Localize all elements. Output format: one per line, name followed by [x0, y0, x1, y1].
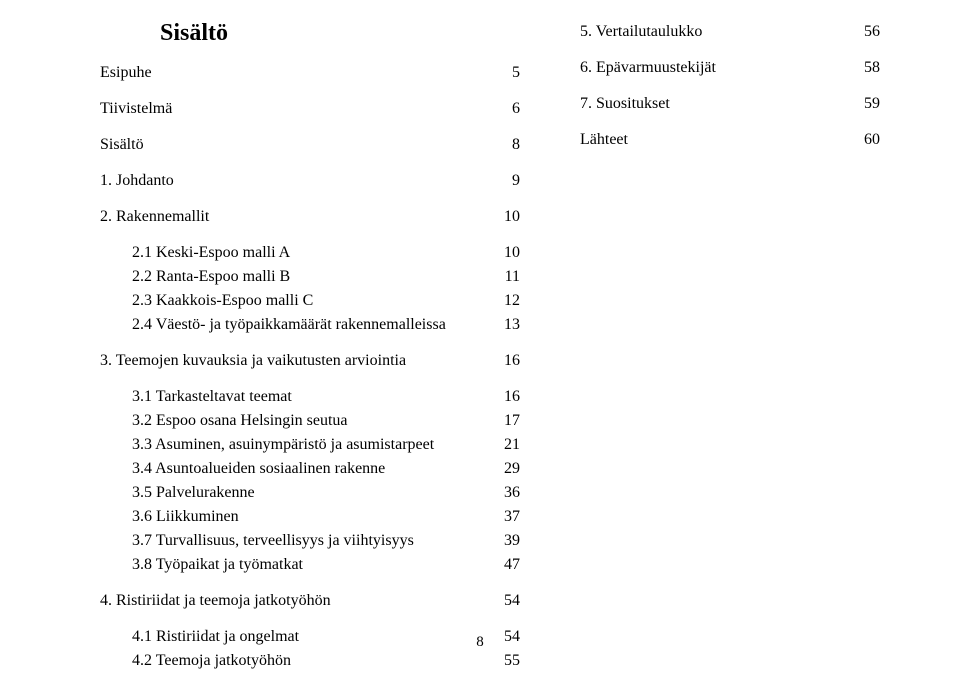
toc-entry-page: 16 — [480, 385, 520, 409]
toc-entry-page: 12 — [480, 289, 520, 313]
toc-page: Sisältö Esipuhe5Tiivistelmä6Sisältö81. J… — [0, 0, 960, 673]
toc-entry-label: 2.4 Väestö- ja työpaikkamäärät rakennema… — [132, 313, 480, 337]
toc-entry-label: 4.2 Teemoja jatkotyöhön — [132, 649, 480, 673]
toc-entry: 5. Vertailutaulukko56 — [580, 20, 880, 44]
toc-entry: 3.7 Turvallisuus, terveellisyys ja viiht… — [100, 529, 520, 553]
toc-entry-page: 17 — [480, 409, 520, 433]
spacer — [100, 229, 520, 241]
toc-entry-page: 37 — [480, 505, 520, 529]
spacer — [100, 373, 520, 385]
spacer — [100, 85, 520, 97]
spacer — [580, 80, 880, 92]
toc-entry-label: Esipuhe — [100, 61, 480, 85]
toc-entry: Tiivistelmä6 — [100, 97, 520, 121]
page-number: 8 — [0, 634, 960, 651]
toc-entry-label: 2.3 Kaakkois-Espoo malli C — [132, 289, 480, 313]
toc-entry-label: 3. Teemojen kuvauksia ja vaikutusten arv… — [100, 349, 480, 373]
toc-entry: 7. Suositukset59 — [580, 92, 880, 116]
spacer — [580, 44, 880, 56]
toc-entry-label: Lähteet — [580, 128, 840, 152]
toc-entry: 3.4 Asuntoalueiden sosiaalinen rakenne29 — [100, 457, 520, 481]
toc-entry-label: Tiivistelmä — [100, 97, 480, 121]
toc-entry: 3.3 Asuminen, asuinympäristö ja asumista… — [100, 433, 520, 457]
toc-entry-label: 3.4 Asuntoalueiden sosiaalinen rakenne — [132, 457, 480, 481]
toc-entry: 2.3 Kaakkois-Espoo malli C12 — [100, 289, 520, 313]
toc-entry-label: 3.2 Espoo osana Helsingin seutua — [132, 409, 480, 433]
toc-entry-page: 29 — [480, 457, 520, 481]
toc-entry-label: 3.3 Asuminen, asuinympäristö ja asumista… — [132, 433, 480, 457]
toc-entry: 4.2 Teemoja jatkotyöhön55 — [100, 649, 520, 673]
toc-entry-page: 21 — [480, 433, 520, 457]
toc-entry: 2.2 Ranta-Espoo malli B11 — [100, 265, 520, 289]
toc-entry-page: 11 — [480, 265, 520, 289]
spacer — [100, 337, 520, 349]
toc-left-list: Esipuhe5Tiivistelmä6Sisältö81. Johdanto9… — [100, 61, 520, 673]
toc-entry-label: 3.7 Turvallisuus, terveellisyys ja viiht… — [132, 529, 480, 553]
toc-entry: Sisältö8 — [100, 133, 520, 157]
toc-entry: 2.4 Väestö- ja työpaikkamäärät rakennema… — [100, 313, 520, 337]
toc-entry-page: 16 — [480, 349, 520, 373]
toc-entry-label: 3.6 Liikkuminen — [132, 505, 480, 529]
toc-entry-page: 58 — [840, 56, 880, 80]
toc-entry-page: 36 — [480, 481, 520, 505]
toc-entry-page: 47 — [480, 553, 520, 577]
toc-entry-label: 2.2 Ranta-Espoo malli B — [132, 265, 480, 289]
toc-entry-label: 1. Johdanto — [100, 169, 480, 193]
page-title: Sisältö — [160, 20, 520, 47]
toc-entry: 3.5 Palvelurakenne36 — [100, 481, 520, 505]
toc-entry: 3. Teemojen kuvauksia ja vaikutusten arv… — [100, 349, 520, 373]
toc-entry-label: 3.1 Tarkasteltavat teemat — [132, 385, 480, 409]
toc-entry-page: 59 — [840, 92, 880, 116]
toc-entry-label: Sisältö — [100, 133, 480, 157]
toc-entry-page: 39 — [480, 529, 520, 553]
toc-entry-label: 6. Epävarmuustekijät — [580, 56, 840, 80]
toc-right-list: 5. Vertailutaulukko566. Epävarmuustekijä… — [580, 20, 880, 152]
spacer — [100, 193, 520, 205]
toc-entry-label: 7. Suositukset — [580, 92, 840, 116]
toc-entry-page: 8 — [480, 133, 520, 157]
toc-entry-page: 13 — [480, 313, 520, 337]
toc-entry: 1. Johdanto9 — [100, 169, 520, 193]
toc-entry-page: 6 — [480, 97, 520, 121]
toc-entry-label: 2. Rakennemallit — [100, 205, 480, 229]
left-column: Sisältö Esipuhe5Tiivistelmä6Sisältö81. J… — [100, 20, 520, 673]
toc-entry: 2.1 Keski-Espoo malli A10 — [100, 241, 520, 265]
toc-entry: Lähteet60 — [580, 128, 880, 152]
toc-entry-page: 10 — [480, 241, 520, 265]
toc-entry-page: 5 — [480, 61, 520, 85]
spacer — [100, 157, 520, 169]
toc-entry-label: 3.5 Palvelurakenne — [132, 481, 480, 505]
toc-entry: 2. Rakennemallit10 — [100, 205, 520, 229]
spacer — [580, 116, 880, 128]
toc-entry: 3.1 Tarkasteltavat teemat16 — [100, 385, 520, 409]
spacer — [100, 121, 520, 133]
toc-entry-page: 55 — [480, 649, 520, 673]
spacer — [100, 577, 520, 589]
toc-entry-page: 9 — [480, 169, 520, 193]
toc-entry-label: 2.1 Keski-Espoo malli A — [132, 241, 480, 265]
toc-entry: Esipuhe5 — [100, 61, 520, 85]
toc-entry: 3.2 Espoo osana Helsingin seutua17 — [100, 409, 520, 433]
toc-entry-page: 10 — [480, 205, 520, 229]
toc-entry: 6. Epävarmuustekijät58 — [580, 56, 880, 80]
toc-entry: 3.6 Liikkuminen37 — [100, 505, 520, 529]
toc-entry: 3.8 Työpaikat ja työmatkat47 — [100, 553, 520, 577]
spacer — [100, 613, 520, 625]
toc-entry-page: 54 — [480, 589, 520, 613]
toc-entry-label: 5. Vertailutaulukko — [580, 20, 840, 44]
right-column: 5. Vertailutaulukko566. Epävarmuustekijä… — [580, 20, 880, 673]
toc-entry: 4. Ristiriidat ja teemoja jatkotyöhön54 — [100, 589, 520, 613]
toc-entry-page: 60 — [840, 128, 880, 152]
toc-entry-label: 3.8 Työpaikat ja työmatkat — [132, 553, 480, 577]
toc-entry-label: 4. Ristiriidat ja teemoja jatkotyöhön — [100, 589, 480, 613]
toc-entry-page: 56 — [840, 20, 880, 44]
